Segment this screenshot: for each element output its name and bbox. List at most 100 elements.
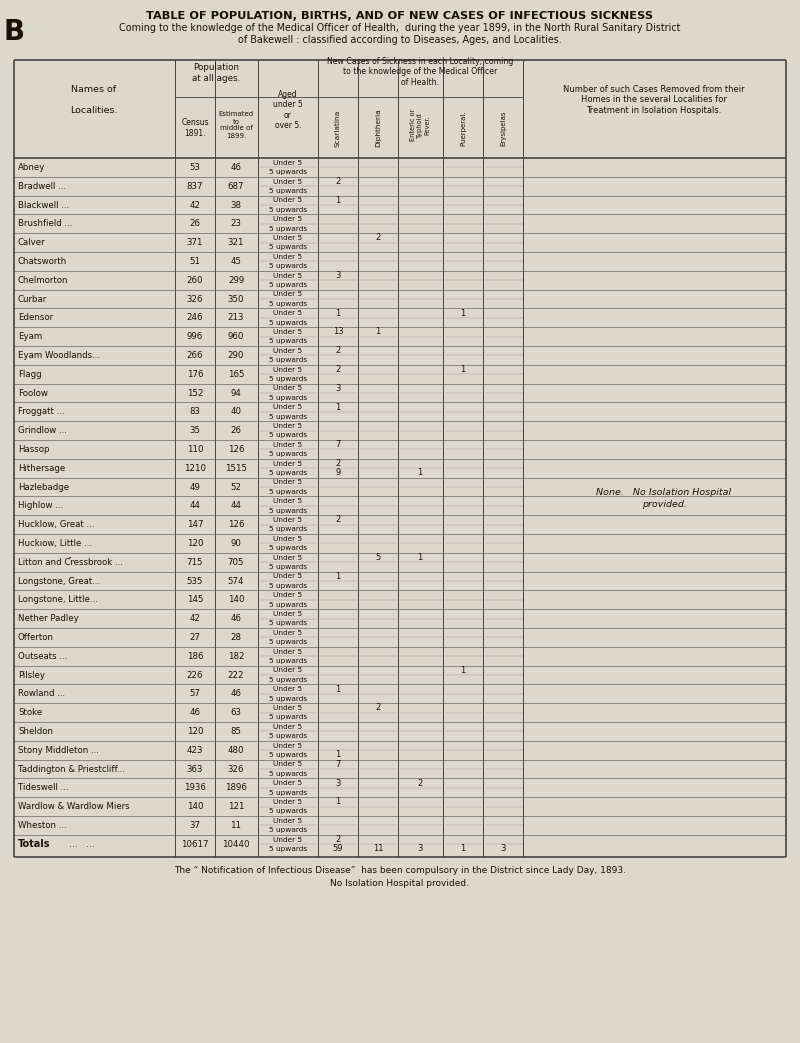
Text: 176: 176 (186, 369, 203, 379)
Text: 299: 299 (228, 275, 244, 285)
Text: 5 upwards: 5 upwards (269, 432, 307, 438)
Text: 5 upwards: 5 upwards (269, 846, 307, 852)
Text: Tideswell ...: Tideswell ... (18, 783, 69, 793)
Text: Names of

Localities.: Names of Localities. (70, 86, 118, 115)
Text: Sheldon: Sheldon (18, 727, 53, 736)
Text: 7: 7 (335, 440, 341, 450)
Text: Under 5: Under 5 (274, 422, 302, 429)
Text: 3: 3 (335, 779, 341, 787)
Text: 5 upwards: 5 upwards (269, 319, 307, 325)
Text: 1: 1 (418, 553, 422, 562)
Text: 5 upwards: 5 upwards (269, 583, 307, 588)
Text: Offerton: Offerton (18, 633, 54, 641)
Text: 2: 2 (335, 515, 341, 525)
Text: Eyam Woodlands...: Eyam Woodlands... (18, 350, 100, 360)
Text: 10617: 10617 (182, 840, 209, 849)
Text: 126: 126 (228, 445, 244, 454)
Text: 5 upwards: 5 upwards (269, 394, 307, 401)
Text: Under 5: Under 5 (274, 836, 302, 843)
Text: Under 5: Under 5 (274, 799, 302, 805)
Text: 535: 535 (186, 577, 203, 585)
Text: 94: 94 (230, 388, 242, 397)
Text: Brushfield ...: Brushfield ... (18, 219, 72, 228)
Text: ...: ... (69, 840, 78, 849)
Text: The “ Notification of Infectious Disease”  has been compulsory in the District s: The “ Notification of Infectious Disease… (174, 866, 626, 875)
Text: 1210: 1210 (184, 464, 206, 472)
Text: 5 upwards: 5 upwards (269, 677, 307, 683)
Text: 37: 37 (190, 821, 201, 830)
Text: 46: 46 (190, 708, 201, 718)
Text: 350: 350 (228, 294, 244, 304)
Text: 110: 110 (186, 445, 203, 454)
Text: Under 5: Under 5 (274, 310, 302, 316)
Text: 5 upwards: 5 upwards (269, 696, 307, 702)
Text: 5 upwards: 5 upwards (269, 489, 307, 494)
Text: 715: 715 (186, 558, 203, 566)
Text: 1: 1 (335, 750, 341, 759)
Text: 2: 2 (335, 177, 341, 186)
Text: 46: 46 (230, 163, 242, 172)
Text: 13: 13 (333, 328, 343, 337)
Text: 42: 42 (190, 200, 201, 210)
Text: Under 5: Under 5 (274, 705, 302, 711)
Text: Under 5: Under 5 (274, 329, 302, 335)
Text: 5 upwards: 5 upwards (269, 357, 307, 363)
Text: Number of such Cases Removed from their
Homes in the several Localities for
Trea: Number of such Cases Removed from their … (563, 86, 745, 115)
Text: Chelmorton: Chelmorton (18, 275, 69, 285)
Text: 2: 2 (335, 835, 341, 844)
Text: Totals: Totals (18, 840, 50, 849)
Text: 5 upwards: 5 upwards (269, 527, 307, 532)
Text: Under 5: Under 5 (274, 574, 302, 579)
Text: Under 5: Under 5 (274, 517, 302, 523)
Text: 5 upwards: 5 upwards (269, 771, 307, 777)
Text: 57: 57 (190, 689, 201, 699)
Text: 38: 38 (230, 200, 242, 210)
Text: 363: 363 (186, 765, 203, 774)
Text: Under 5: Under 5 (274, 818, 302, 824)
Text: 290: 290 (228, 350, 244, 360)
Text: Stony Middleton ...: Stony Middleton ... (18, 746, 99, 755)
Text: 1: 1 (335, 798, 341, 806)
Text: Under 5: Under 5 (274, 347, 302, 354)
Text: 5 upwards: 5 upwards (269, 808, 307, 815)
Text: 46: 46 (230, 614, 242, 623)
Text: Under 5: Under 5 (274, 272, 302, 278)
Text: 1: 1 (460, 845, 466, 853)
Text: Calver: Calver (18, 238, 46, 247)
Text: Under 5: Under 5 (274, 630, 302, 635)
Text: Eyam: Eyam (18, 332, 42, 341)
Text: 5 upwards: 5 upwards (269, 545, 307, 551)
Text: 1936: 1936 (184, 783, 206, 793)
Text: 5 upwards: 5 upwards (269, 470, 307, 476)
Text: 11: 11 (373, 845, 383, 853)
Text: 49: 49 (190, 483, 201, 491)
Text: 266: 266 (186, 350, 203, 360)
Text: 1: 1 (335, 196, 341, 204)
Text: Under 5: Under 5 (274, 536, 302, 541)
Text: Coming to the knowledge of the Medical Officer of Health,  during the year 1899,: Coming to the knowledge of the Medical O… (119, 23, 681, 33)
Text: Under 5: Under 5 (274, 743, 302, 749)
Text: Under 5: Under 5 (274, 611, 302, 616)
Text: 145: 145 (186, 596, 203, 604)
Text: Under 5: Under 5 (274, 649, 302, 655)
Text: Outseats ...: Outseats ... (18, 652, 67, 660)
Text: 1: 1 (460, 665, 466, 675)
Text: ...: ... (86, 840, 94, 849)
Text: Stoke: Stoke (18, 708, 42, 718)
Text: Under 5: Under 5 (274, 253, 302, 260)
Text: Longstone, Little...: Longstone, Little... (18, 596, 98, 604)
Text: 1: 1 (460, 309, 466, 318)
Text: Under 5: Under 5 (274, 216, 302, 222)
Text: 574: 574 (228, 577, 244, 585)
Text: 5 upwards: 5 upwards (269, 714, 307, 721)
Text: Under 5: Under 5 (274, 686, 302, 693)
Text: 1515: 1515 (225, 464, 247, 472)
Text: 83: 83 (190, 408, 201, 416)
Text: Bradwell ...: Bradwell ... (18, 181, 66, 191)
Text: Diphtheria: Diphtheria (375, 108, 381, 147)
Text: 63: 63 (230, 708, 242, 718)
Text: 152: 152 (186, 388, 203, 397)
Text: 260: 260 (186, 275, 203, 285)
Text: 213: 213 (228, 313, 244, 322)
Text: 1: 1 (335, 403, 341, 412)
